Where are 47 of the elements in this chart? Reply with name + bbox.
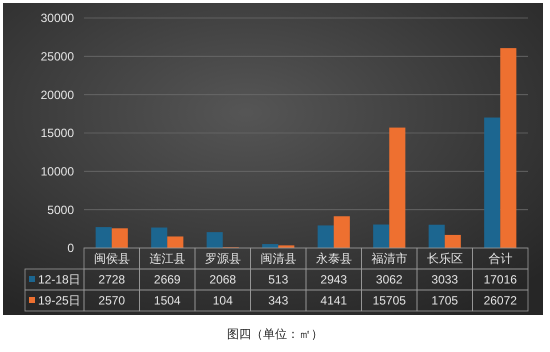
- data-label: 1705: [431, 294, 458, 308]
- text: 图四（单位：㎡）: [227, 327, 323, 342]
- legend-label: 12-18日: [38, 272, 81, 287]
- x-tick-label: 合计: [488, 252, 512, 266]
- data-label: 1504: [154, 294, 181, 308]
- data-label: 2068: [209, 272, 236, 287]
- bar: [318, 225, 334, 248]
- bar: [500, 48, 516, 248]
- legend-label: 19-25日: [38, 294, 81, 308]
- data-label: 17016: [484, 272, 518, 287]
- y-tick-label: 0: [67, 241, 74, 256]
- data-label: 2570: [98, 294, 126, 308]
- data-label: 104: [212, 294, 234, 308]
- bar: [167, 236, 184, 248]
- bar: [389, 128, 406, 248]
- y-tick-label: 25000: [40, 50, 74, 64]
- bar: [151, 228, 168, 248]
- x-tick-label: 罗源县: [204, 252, 241, 266]
- data-label: 4141: [320, 294, 348, 308]
- x-tick-label: 永泰县: [316, 252, 352, 266]
- data-label: 15705: [372, 294, 406, 308]
- bar: [112, 228, 128, 248]
- y-tick-label: 20000: [40, 88, 74, 102]
- data-label: 2728: [98, 272, 126, 287]
- x-tick-label: 闽侯县: [94, 252, 130, 266]
- y-tick-label: 30000: [40, 11, 74, 26]
- y-tick-label: 5000: [47, 202, 74, 217]
- x-tick-label: 闽清县: [260, 252, 296, 266]
- data-label: 2943: [320, 272, 348, 287]
- data-label: 3033: [431, 272, 458, 287]
- data-label: 343: [268, 294, 289, 308]
- x-tick-label: 连江县: [149, 252, 186, 266]
- data-label: 3062: [376, 272, 403, 287]
- data-label: 2669: [154, 272, 181, 287]
- data-label: 26072: [484, 294, 518, 308]
- bar: [444, 234, 461, 248]
- bar: [428, 224, 445, 248]
- y-tick-label: 10000: [40, 164, 74, 179]
- y-tick-label: 15000: [40, 126, 74, 140]
- bar: [96, 227, 112, 248]
- bar: [484, 118, 500, 248]
- x-tick-label: 福清市: [371, 252, 408, 266]
- bar: [206, 232, 223, 248]
- bar: [373, 224, 390, 248]
- data-label: 513: [268, 272, 289, 287]
- x-tick-label: 长乐区: [426, 252, 463, 266]
- bar: [334, 216, 350, 248]
